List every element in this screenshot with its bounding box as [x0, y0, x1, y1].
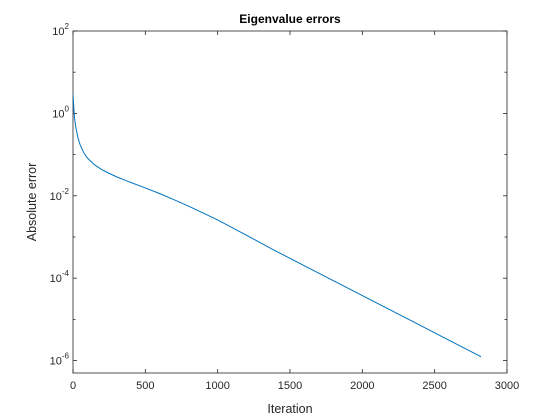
axes-box: [72, 30, 508, 374]
x-tick-label: 3000: [495, 380, 519, 392]
x-tick-label: 500: [136, 380, 154, 392]
y-tick-label: 10-4: [50, 269, 70, 285]
x-tick-label: 1000: [205, 380, 229, 392]
y-tick-label: 10-6: [50, 352, 70, 368]
y-tick-label: 102: [52, 22, 69, 38]
x-axis-label: Iteration: [267, 402, 312, 416]
x-tick-label: 2000: [350, 380, 374, 392]
x-tick-label: 2500: [422, 380, 446, 392]
series-line: [73, 93, 482, 358]
x-tick-label: 1500: [278, 380, 302, 392]
y-axis-label: Absolute error: [25, 163, 39, 242]
x-tick-label: 0: [70, 380, 76, 392]
y-tick-label: 100: [52, 104, 69, 120]
y-tick-label: 10-2: [50, 187, 70, 203]
chart-title: Eigenvalue errors: [239, 12, 341, 26]
plot-area: 0 500 1000 1500 2000 2500 3000 102 100 10-2 10-4 10…: [50, 22, 520, 392]
